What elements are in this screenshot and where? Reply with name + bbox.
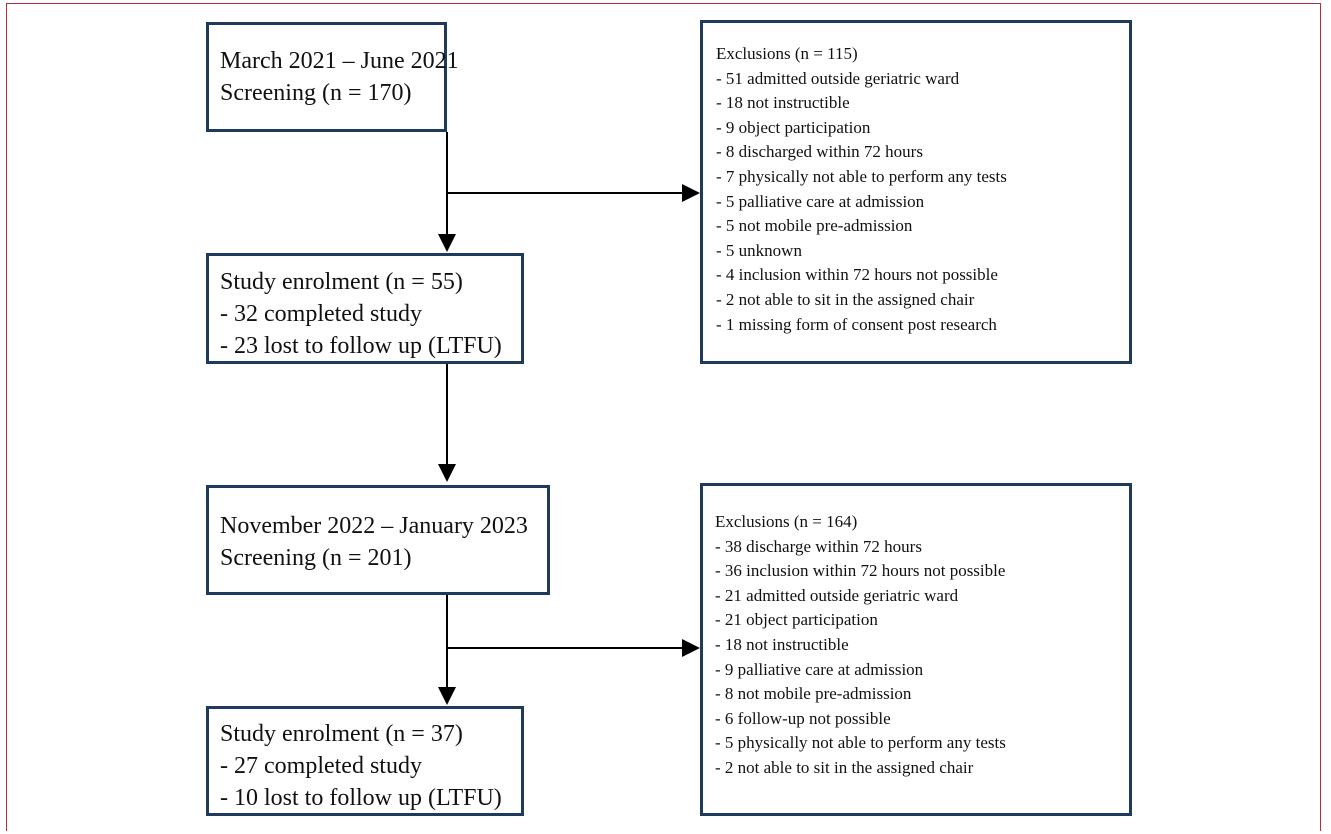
exclusion-item: - 8 not mobile pre-admission bbox=[715, 684, 912, 704]
exclusion-item: - 5 unknown bbox=[716, 240, 802, 260]
exclusion-item: - 4 inclusion within 72 hours not possib… bbox=[716, 265, 998, 285]
exclusions-title: Exclusions (n = 164) bbox=[715, 512, 858, 531]
screening-box-2021: March 2021 – June 2021 Screening (n = 17… bbox=[206, 22, 459, 132]
exclusion-item: - 5 not mobile pre-admission bbox=[716, 216, 913, 236]
screening-box-2022: November 2022 – January 2023 Screening (… bbox=[206, 485, 550, 595]
exclusion-item: - 21 admitted outside geriatric ward bbox=[715, 585, 959, 605]
exclusion-item: - 5 physically not able to perform any t… bbox=[715, 733, 1006, 753]
exclusions-title: Exclusions (n = 115) bbox=[716, 44, 858, 63]
screening-period-label: March 2021 – June 2021 bbox=[220, 48, 459, 74]
exclusions-box-2021: Exclusions (n = 115) - 51 admitted outsi… bbox=[700, 20, 1132, 364]
arrowhead-down bbox=[438, 687, 456, 705]
ltfu-count: - 23 lost to follow up (LTFU) bbox=[220, 333, 502, 359]
enrolment-count: Study enrolment (n = 55) bbox=[220, 269, 463, 295]
exclusion-item: - 21 object participation bbox=[715, 610, 878, 630]
ltfu-count: - 10 lost to follow up (LTFU) bbox=[220, 785, 502, 811]
exclusion-item: - 8 discharged within 72 hours bbox=[716, 142, 923, 162]
exclusion-item: - 18 not instructible bbox=[716, 93, 850, 113]
exclusion-item: - 9 palliative care at admission bbox=[715, 659, 924, 679]
exclusion-item: - 51 admitted outside geriatric ward bbox=[716, 68, 960, 88]
screening-period-label: November 2022 – January 2023 bbox=[220, 513, 528, 539]
exclusion-item: - 6 follow-up not possible bbox=[715, 708, 891, 728]
enrolment-box-2022: Study enrolment (n = 37) - 27 completed … bbox=[206, 706, 524, 816]
exclusion-item: - 36 inclusion within 72 hours not possi… bbox=[715, 561, 1006, 581]
arrowhead-down bbox=[438, 234, 456, 252]
exclusion-item: - 38 discharge within 72 hours bbox=[715, 536, 922, 556]
exclusion-item: - 1 missing form of consent post researc… bbox=[716, 314, 997, 334]
completed-count: - 32 completed study bbox=[220, 301, 422, 327]
screening-count: Screening (n = 170) bbox=[220, 80, 412, 106]
screening-count: Screening (n = 201) bbox=[220, 545, 412, 571]
completed-count: - 27 completed study bbox=[220, 753, 422, 779]
exclusion-item: - 2 not able to sit in the assigned chai… bbox=[715, 757, 974, 777]
exclusion-item: - 2 not able to sit in the assigned chai… bbox=[716, 289, 975, 309]
enrolment-box-2021: Study enrolment (n = 55) - 32 completed … bbox=[206, 253, 524, 364]
exclusion-item: - 9 object participation bbox=[716, 117, 871, 137]
exclusion-item: - 5 palliative care at admission bbox=[716, 191, 925, 211]
exclusion-item: - 7 physically not able to perform any t… bbox=[716, 166, 1007, 186]
enrolment-count: Study enrolment (n = 37) bbox=[220, 721, 463, 747]
arrowhead-down bbox=[438, 464, 456, 482]
arrowhead-right bbox=[682, 184, 700, 202]
arrowhead-right bbox=[682, 639, 700, 657]
exclusion-item: - 18 not instructible bbox=[715, 634, 849, 654]
exclusions-box-2022: Exclusions (n = 164) - 38 discharge with… bbox=[700, 483, 1132, 816]
